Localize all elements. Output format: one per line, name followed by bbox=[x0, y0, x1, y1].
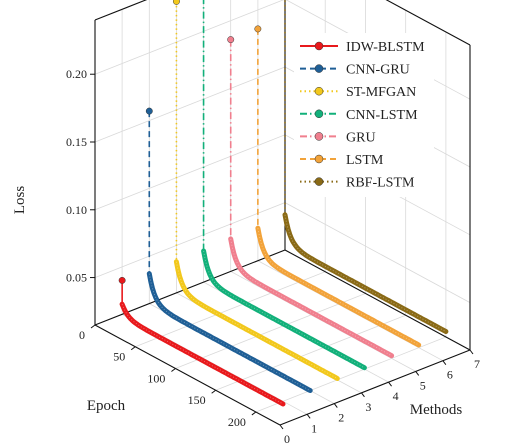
series-curve bbox=[146, 271, 313, 393]
series-curve-highlight bbox=[257, 228, 419, 346]
z-axis-label: Loss bbox=[12, 186, 28, 215]
y-tick-mark bbox=[469, 349, 474, 355]
x-tick-label: 0 bbox=[79, 328, 85, 342]
x-tick-mark bbox=[90, 324, 96, 329]
box-edge bbox=[279, 349, 471, 426]
y-tick-label: 5 bbox=[420, 378, 426, 392]
legend-label: CNN-GRU bbox=[346, 63, 410, 78]
series-gru bbox=[227, 36, 395, 359]
series-start-point bbox=[227, 36, 235, 44]
legend-marker bbox=[314, 41, 324, 51]
series-curve bbox=[173, 259, 340, 381]
box-edge bbox=[94, 324, 281, 426]
box-edge bbox=[94, 0, 148, 21]
z-tick-label: 0.10 bbox=[66, 203, 87, 217]
legend-label: RBF-LSTM bbox=[346, 176, 415, 191]
x-tick-label: 150 bbox=[188, 393, 206, 407]
y-tick-label: 3 bbox=[365, 400, 371, 414]
legend-marker bbox=[314, 177, 324, 186]
series-lines bbox=[118, 0, 449, 407]
legend-label: LSTM bbox=[346, 153, 384, 168]
legend-label: CNN-LSTM bbox=[346, 108, 418, 123]
y-axis-label: Methods bbox=[410, 402, 463, 418]
series-start-point bbox=[254, 25, 262, 33]
legend-label: IDW-BLSTM bbox=[346, 40, 425, 55]
legend-marker bbox=[314, 86, 324, 96]
x-tick-mark bbox=[211, 389, 216, 394]
y-tick-label: 1 bbox=[311, 421, 317, 435]
y-tick-mark bbox=[333, 403, 338, 408]
series-curve-highlight bbox=[121, 304, 284, 405]
series-lstm bbox=[254, 25, 422, 348]
y-tick-label: 7 bbox=[474, 357, 480, 371]
series-start-point bbox=[118, 276, 126, 284]
series-start-point bbox=[172, 0, 180, 5]
y-tick-mark bbox=[306, 413, 311, 419]
legend-label: ST-MFGAN bbox=[346, 85, 416, 100]
y-tick-label: 2 bbox=[338, 411, 344, 425]
back-wall bbox=[95, 0, 285, 325]
y-tick-label: 0 bbox=[284, 432, 290, 445]
x-axis-label: Epoch bbox=[87, 398, 126, 414]
y-tick-label: 4 bbox=[393, 389, 399, 403]
x-tick-label: 200 bbox=[228, 415, 246, 429]
legend-marker bbox=[314, 64, 324, 73]
series-curve bbox=[255, 225, 422, 348]
series-curve bbox=[201, 248, 367, 371]
series-curve-highlight bbox=[230, 238, 392, 357]
series-start-point bbox=[145, 107, 153, 115]
series-curve bbox=[119, 301, 286, 407]
series-rbf-lstm bbox=[282, 0, 449, 334]
series-cnn-lstm bbox=[201, 0, 367, 371]
y-tick-mark bbox=[388, 381, 392, 387]
series-curve-highlight bbox=[175, 261, 338, 379]
y-tick-label: 6 bbox=[447, 368, 453, 382]
legend: IDW-BLSTM CNN-GRU ST-MFGAN CNN-LSTM GRU LSTM R… bbox=[294, 33, 434, 197]
tick-labels: 0 50 100 150 200 0 1 2 3 4 5 6 7 0.05 0.10 0.15 0.20 bbox=[66, 67, 480, 445]
y-tick-mark bbox=[361, 392, 365, 398]
x-tick-label: 100 bbox=[147, 371, 165, 385]
box-edge bbox=[284, 249, 471, 351]
x-tick-mark bbox=[171, 368, 176, 372]
series-curve bbox=[282, 212, 449, 334]
legend-marker bbox=[314, 154, 324, 164]
legend-label: GRU bbox=[346, 130, 376, 145]
series-curve-highlight bbox=[148, 273, 311, 391]
y-tick-mark bbox=[415, 371, 420, 376]
series-cnn-gru bbox=[145, 107, 313, 393]
z-tick-label: 0.20 bbox=[66, 67, 87, 81]
series-curve bbox=[228, 236, 395, 359]
x-tick-mark bbox=[130, 346, 136, 351]
box-edge bbox=[385, 0, 471, 46]
legend-marker bbox=[314, 109, 324, 119]
z-tick-label: 0.15 bbox=[66, 135, 87, 149]
series-idw-blstm bbox=[118, 276, 286, 407]
z-tick-label: 0.05 bbox=[66, 271, 87, 285]
y-tick-mark bbox=[442, 360, 447, 366]
legend-marker bbox=[314, 132, 324, 141]
x-tick-label: 50 bbox=[113, 350, 125, 364]
x-tick-mark bbox=[251, 411, 257, 416]
y-tick-mark bbox=[279, 424, 284, 430]
series-st-mfgan bbox=[172, 0, 340, 381]
